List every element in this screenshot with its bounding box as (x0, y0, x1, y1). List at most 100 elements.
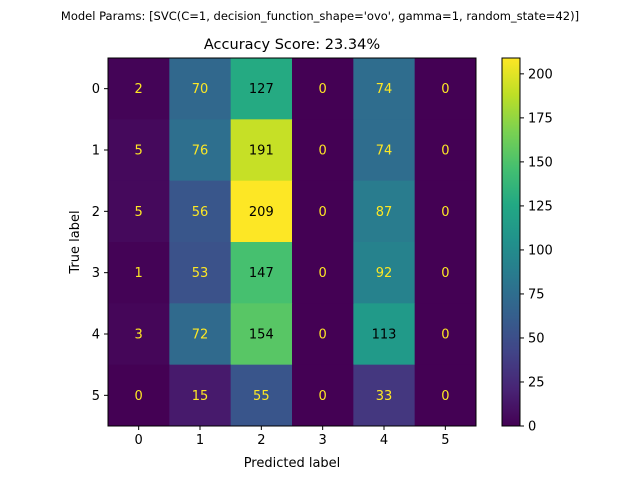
colorbar-tick-label: 50 (528, 331, 545, 346)
heatmap-cell-2-1 (169, 180, 232, 243)
x-tick-label: 5 (441, 433, 449, 448)
heatmap-cell-0-1 (169, 58, 232, 120)
colorbar-tick-label: 175 (528, 111, 553, 126)
cell-value-2-1: 56 (192, 205, 209, 220)
heatmap-cell-5-5 (414, 364, 477, 427)
cell-labels: 2 70 127 0 74 05 76 191 0 74 05 56 209 0 87 01 53 147 0 92 0… (135, 82, 450, 404)
heatmap-cell-5-0 (108, 364, 170, 427)
cell-value-2-0: 5 (135, 205, 143, 220)
heatmap-cell-2-4 (353, 180, 416, 243)
cell-value-1-4: 74 (376, 144, 393, 159)
heatmap-cell-3-4 (353, 242, 416, 304)
colorbar-ticks: 0 25 50 75 100 125 150 175 200 (520, 67, 553, 435)
heatmap-cell-1-0 (108, 119, 170, 182)
colorbar-tick-label: 25 (528, 375, 545, 390)
cell-value-0-1: 70 (192, 82, 209, 97)
cell-value-3-2: 147 (249, 266, 274, 281)
cell-value-2-3: 0 (319, 205, 327, 220)
cell-value-5-3: 0 (319, 389, 327, 404)
heatmap-cell-0-4 (353, 58, 416, 120)
heatmap-cell-0-5 (414, 58, 477, 120)
heatmap-cell-0-0 (108, 58, 170, 120)
y-tick-label: 4 (92, 328, 100, 343)
cell-value-4-3: 0 (319, 328, 327, 343)
heatmap-cell-0-3 (292, 58, 354, 120)
heatmap-cell-3-3 (292, 242, 354, 304)
heatmap-cell-2-0 (108, 180, 170, 243)
plot-frame (107, 57, 477, 427)
cell-value-1-3: 0 (319, 144, 327, 159)
colorbar-tick-label: 200 (528, 67, 553, 82)
heatmap-cell-3-1 (169, 242, 232, 304)
cell-value-0-2: 127 (249, 82, 274, 97)
cell-value-5-4: 33 (376, 389, 393, 404)
cell-value-4-5: 0 (441, 328, 449, 343)
colorbar-tick-label: 0 (528, 420, 536, 435)
heatmap-cell-4-1 (169, 303, 232, 366)
colorbar (501, 57, 521, 427)
heatmap-cell-3-2 (230, 242, 293, 304)
cell-value-1-0: 5 (135, 144, 143, 159)
y-axis-ticks: 0 1 2 3 4 5 (92, 82, 108, 404)
heatmap-cell-3-5 (414, 242, 477, 304)
heatmap-cell-4-2 (230, 303, 293, 366)
cell-value-4-1: 72 (192, 328, 209, 343)
x-axis-ticks: 0 1 2 3 4 5 (135, 426, 449, 448)
heatmap-cell-1-1 (169, 119, 232, 182)
heatmap-cell-5-3 (292, 364, 354, 427)
y-tick-label: 0 (92, 82, 100, 97)
y-tick-label: 5 (92, 389, 100, 404)
cell-value-5-1: 15 (192, 389, 209, 404)
heatmap-cell-2-2 (230, 180, 293, 243)
x-tick-label: 3 (319, 433, 327, 448)
cell-value-4-4: 113 (372, 328, 397, 343)
heatmap-cell-4-5 (414, 303, 477, 366)
colorbar-tick-label: 125 (528, 199, 553, 214)
y-tick-label: 2 (92, 205, 100, 220)
cell-value-2-2: 209 (249, 205, 274, 220)
y-axis-label: True label (68, 210, 83, 274)
heatmap-cell-2-5 (414, 180, 477, 243)
heatmap-cell-4-0 (108, 303, 170, 366)
heatmap-cell-1-3 (292, 119, 354, 182)
cell-value-5-5: 0 (441, 389, 449, 404)
heatmap-cell-5-4 (353, 364, 416, 427)
heatmap-cell-3-0 (108, 242, 170, 304)
colorbar-tick-label: 150 (528, 155, 553, 170)
heatmap-cell-5-2 (230, 364, 293, 427)
chart-title: Accuracy Score: 23.34% (204, 37, 380, 53)
cell-value-5-2: 55 (253, 389, 270, 404)
heatmap-grid (108, 58, 477, 427)
heatmap-cell-1-4 (353, 119, 416, 182)
heatmap-cell-4-4 (353, 303, 416, 366)
cell-value-2-4: 87 (376, 205, 393, 220)
heatmap-cell-5-1 (169, 364, 232, 427)
heatmap-cell-1-2 (230, 119, 293, 182)
x-tick-label: 0 (135, 433, 143, 448)
cell-value-3-1: 53 (192, 266, 209, 281)
x-tick-label: 1 (196, 433, 204, 448)
y-tick-label: 1 (92, 144, 100, 159)
cell-value-5-0: 0 (135, 389, 143, 404)
cell-value-0-4: 74 (376, 82, 393, 97)
cell-value-3-3: 0 (319, 266, 327, 281)
cell-value-0-3: 0 (319, 82, 327, 97)
colorbar-tick-label: 75 (528, 287, 545, 302)
cell-value-4-0: 3 (135, 328, 143, 343)
cell-value-0-5: 0 (441, 82, 449, 97)
heatmap-cell-1-5 (414, 119, 477, 182)
x-tick-label: 4 (380, 433, 388, 448)
cell-value-3-5: 0 (441, 266, 449, 281)
cell-value-1-2: 191 (249, 144, 274, 159)
cell-value-1-5: 0 (441, 144, 449, 159)
model-params-suptitle: Model Params: [SVC(C=1, decision_functio… (61, 9, 579, 23)
x-axis-label: Predicted label (244, 456, 341, 471)
cell-value-3-0: 1 (135, 266, 143, 281)
heatmap-cell-2-3 (292, 180, 354, 243)
heatmap-cell-0-2 (230, 58, 293, 120)
cell-value-1-1: 76 (192, 144, 209, 159)
cell-value-0-0: 2 (135, 82, 143, 97)
cell-value-4-2: 154 (249, 328, 274, 343)
x-tick-label: 2 (257, 433, 265, 448)
